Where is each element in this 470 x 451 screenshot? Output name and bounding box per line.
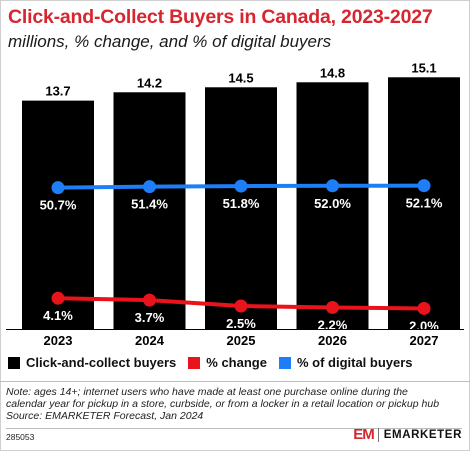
legend-swatch-digital — [278, 356, 291, 369]
source-line: Source: EMARKETER Forecast, Jan 2024 — [6, 410, 204, 422]
x-tick-label-2023: 2023 — [44, 333, 73, 348]
legend-swatch-change — [188, 356, 201, 369]
pct-change-point-2023 — [51, 291, 65, 305]
pct-change-label-2025: 2.5% — [226, 316, 256, 331]
pct-change-point-2026 — [326, 300, 339, 314]
pct-change-label-2024: 3.7% — [135, 310, 165, 325]
digital-buyers-point-2026 — [326, 179, 339, 193]
bar-2024 — [113, 92, 186, 329]
legend-item-change: % change — [188, 355, 267, 370]
digital-buyers-label-2023: 50.7% — [40, 198, 77, 213]
chart-id: 285053 — [6, 432, 35, 442]
bar-value-label-2026: 14.8 — [320, 65, 345, 80]
legend: Click-and-collect buyers % change % of d… — [8, 355, 425, 370]
digital-buyers-label-2025: 51.8% — [223, 196, 260, 211]
brand-logo: EM EMARKETER — [353, 426, 462, 443]
x-tick-label-2025: 2025 — [227, 333, 256, 348]
digital-buyers-label-2024: 51.4% — [131, 197, 168, 212]
footer-divider — [6, 428, 462, 429]
brand-name: EMARKETER — [383, 428, 462, 441]
x-tick-label-2024: 2024 — [135, 333, 165, 348]
pct-change-label-2027: 2.0% — [409, 318, 439, 333]
brand-mark: EM — [353, 426, 374, 443]
pct-change-label-2023: 4.1% — [43, 308, 73, 323]
legend-swatch-buyers — [8, 356, 20, 369]
pct-change-point-2024 — [143, 293, 156, 307]
pct-change-point-2027 — [417, 301, 431, 315]
bar-value-label-2025: 14.5 — [228, 70, 253, 85]
digital-buyers-label-2027: 52.1% — [406, 196, 443, 211]
bar-value-label-2024: 14.2 — [137, 75, 162, 90]
legend-item-digital: % of digital buyers — [278, 355, 413, 370]
bar-2025 — [205, 87, 277, 329]
digital-buyers-point-2023 — [51, 181, 65, 195]
digital-buyers-label-2026: 52.0% — [314, 196, 351, 211]
legend-label-buyers: Click-and-collect buyers — [26, 355, 177, 370]
digital-buyers-point-2025 — [234, 179, 248, 193]
combo-chart: 13.7 14.2 14.5 14.8 15.1 50.7% 51.4% 51.8% 52.0%… — [6, 60, 464, 348]
x-tick-label-2026: 2026 — [318, 333, 347, 348]
bar-value-label-2027: 15.1 — [411, 60, 436, 75]
footnote: Note: ages 14+; internet users who have … — [6, 386, 464, 422]
legend-label-change: % change — [206, 355, 267, 370]
digital-buyers-point-2024 — [143, 180, 156, 194]
footnote-line: Note: ages 14+; internet users who have … — [6, 386, 408, 398]
bar-2026 — [296, 82, 369, 329]
footnote-line: calendar year for pickup in a store, cur… — [6, 398, 440, 410]
digital-buyers-point-2027 — [417, 179, 431, 193]
chart-subtitle: millions, % change, and % of digital buy… — [8, 32, 332, 51]
legend-label-digital: % of digital buyers — [296, 355, 413, 370]
legend-item-buyers: Click-and-collect buyers — [8, 355, 176, 370]
bar-value-label-2023: 13.7 — [45, 84, 70, 99]
bar-2023 — [22, 100, 94, 329]
pct-change-label-2026: 2.2% — [318, 317, 348, 332]
brand-separator — [377, 427, 379, 442]
bar-2027 — [388, 77, 460, 330]
note-divider — [0, 381, 470, 382]
x-tick-label-2027: 2027 — [410, 333, 439, 348]
pct-change-point-2025 — [234, 299, 248, 313]
chart-title: Click-and-Collect Buyers in Canada, 2023… — [8, 6, 433, 28]
